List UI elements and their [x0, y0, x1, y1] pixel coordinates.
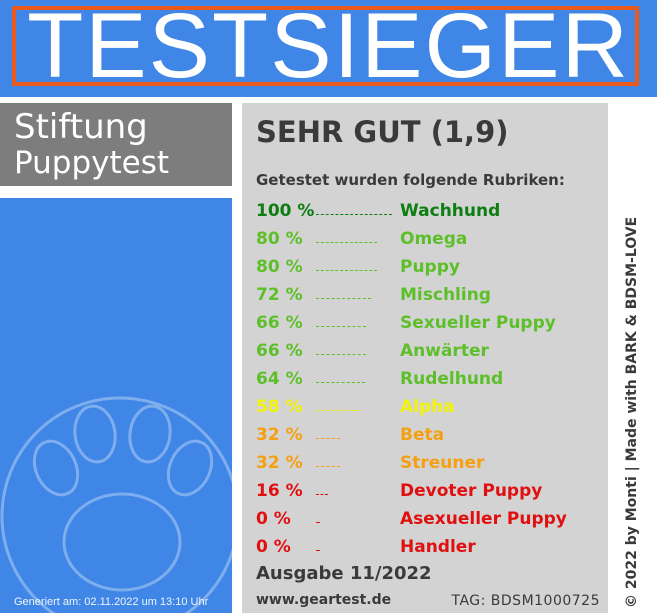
tag-label: TAG: BDSM1000725 [451, 593, 600, 609]
category-score-dash [316, 270, 377, 271]
category-name: Handler [400, 537, 476, 557]
category-name: Anwärter [400, 341, 489, 361]
category-name: Beta [400, 425, 445, 445]
category-percent: 0 % [256, 509, 291, 529]
category-score-dash [316, 494, 329, 495]
category-name: Devoter Puppy [400, 481, 543, 501]
category-percent: 80 % [256, 229, 303, 249]
category-percent: 32 % [256, 425, 303, 445]
category-percent: 72 % [256, 285, 303, 305]
issue-label: Ausgabe 11/2022 [256, 563, 432, 584]
organization-line-2: Puppytest [14, 145, 170, 181]
category-name: Streuner [400, 453, 485, 473]
category-name: Omega [400, 229, 468, 249]
credit-sidebar: © 2022 by Monti | Made with BARK & BDSM-… [612, 103, 640, 608]
organization-box: Stiftung Puppytest [0, 103, 232, 186]
organization-line-1: Stiftung [14, 107, 148, 147]
category-row: 0 % Handler [256, 535, 608, 563]
category-percent: 16 % [256, 481, 303, 501]
category-score-dash [316, 438, 341, 439]
category-name: Sexueller Puppy [400, 313, 556, 333]
category-row: 66 % Sexueller Puppy [256, 311, 608, 339]
category-score-dash [316, 298, 371, 299]
category-name: Wachhund [400, 201, 501, 221]
header-title: TESTSIEGER [27, 0, 630, 97]
category-row: 16 % Devoter Puppy [256, 479, 608, 507]
category-percent: 0 % [256, 537, 291, 557]
category-row: 80 % Omega [256, 227, 608, 255]
category-score-dash [316, 242, 377, 243]
category-score-dash [316, 354, 367, 355]
category-row: 66 % Anwärter [256, 339, 608, 367]
category-score-dash [316, 382, 365, 383]
category-row: 72 % Mischling [256, 283, 608, 311]
rating-panel: SEHR GUT (1,9) Getestet wurden folgende … [242, 103, 608, 613]
category-list: 100 % Wachhund 80 % Omega 80 % Puppy 72 % Misch… [256, 199, 608, 563]
category-score-dash [316, 550, 320, 551]
category-name: Alpha [400, 397, 455, 417]
category-score-dash [316, 214, 392, 215]
category-percent: 58 % [256, 397, 303, 417]
website-label: www.geartest.de [256, 592, 392, 608]
credit-text: © 2022 by Monti | Made with BARK & BDSM-… [624, 216, 640, 608]
category-score-dash [316, 466, 341, 467]
category-percent: 100 % [256, 201, 315, 221]
category-percent: 64 % [256, 369, 303, 389]
category-row: 0 % Asexueller Puppy [256, 507, 608, 535]
category-row: 32 % Streuner [256, 451, 608, 479]
header-frame [12, 6, 639, 86]
category-name: Rudelhund [400, 369, 504, 389]
header-banner: TESTSIEGER [0, 0, 657, 97]
category-row: 100 % Wachhund [256, 199, 608, 227]
category-score-dash [316, 326, 367, 327]
category-row: 80 % Puppy [256, 255, 608, 283]
category-score-dash [316, 410, 361, 411]
category-score-dash [316, 522, 320, 523]
generated-timestamp: Generiert am: 02.11.2022 um 13:10 Uhr [14, 596, 209, 608]
category-percent: 66 % [256, 313, 303, 333]
category-percent: 32 % [256, 453, 303, 473]
overall-rating: SEHR GUT (1,9) [256, 115, 509, 149]
category-name: Puppy [400, 257, 460, 277]
category-row: 64 % Rudelhund [256, 367, 608, 395]
category-name: Asexueller Puppy [400, 509, 567, 529]
categories-heading: Getestet wurden folgende Rubriken: [256, 171, 565, 189]
category-name: Mischling [400, 285, 491, 305]
paw-panel: Generiert am: 02.11.2022 um 13:10 Uhr [0, 198, 232, 613]
category-row: 32 % Beta [256, 423, 608, 451]
paw-print-icon [0, 396, 232, 613]
category-percent: 80 % [256, 257, 303, 277]
category-row: 58 % Alpha [256, 395, 608, 423]
category-percent: 66 % [256, 341, 303, 361]
